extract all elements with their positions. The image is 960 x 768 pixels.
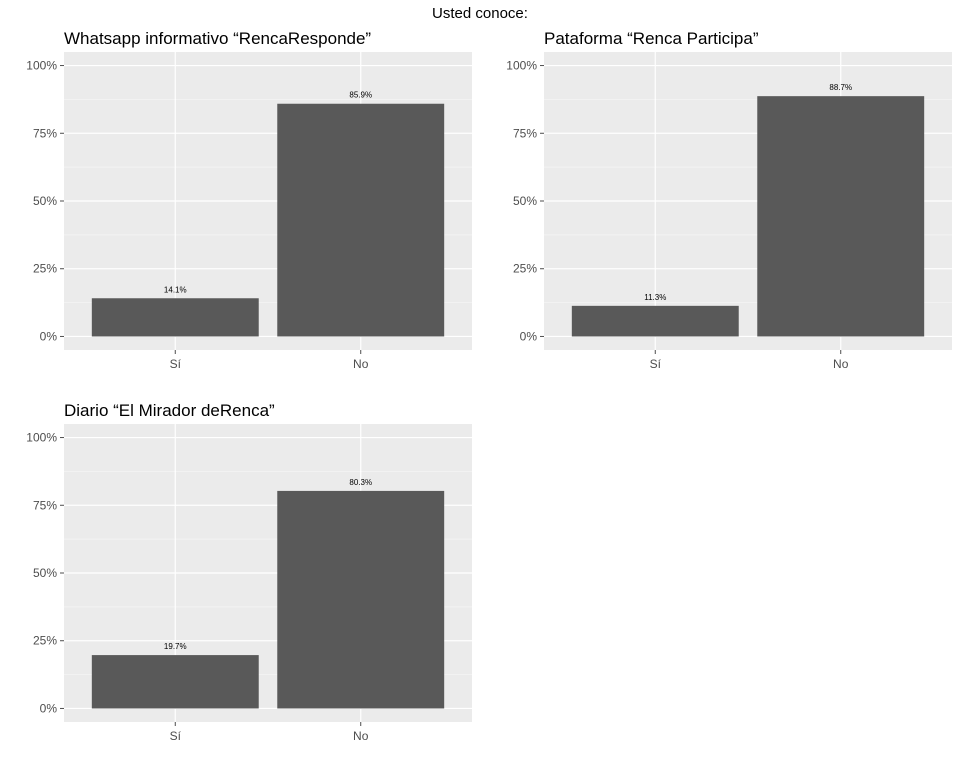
bar (571, 305, 739, 337)
bar (91, 655, 259, 709)
y-tick-label: 100% (26, 59, 57, 73)
x-tick-label: No (353, 729, 369, 743)
y-tick-label: 75% (33, 126, 57, 140)
y-tick-label: 0% (40, 329, 58, 343)
y-tick-label: 0% (520, 329, 538, 343)
y-tick-label: 100% (26, 431, 57, 445)
data-label: 14.1% (164, 285, 187, 294)
data-label: 88.7% (829, 83, 852, 92)
bar (91, 298, 259, 337)
x-tick-label: Sí (650, 357, 662, 371)
y-tick-label: 50% (33, 194, 57, 208)
figure-title: Usted conoce: (432, 5, 528, 22)
x-tick-label: Sí (170, 357, 182, 371)
y-tick-label: 0% (40, 701, 58, 715)
y-tick-label: 25% (33, 262, 57, 276)
bar (277, 490, 445, 709)
bar (757, 96, 925, 337)
data-label: 19.7% (164, 642, 187, 651)
chart-panel: Whatsapp informativo “RencaResponde” 0% 25… (26, 29, 472, 371)
y-tick-label: 25% (513, 262, 537, 276)
chart-panel: Pataforma “Renca Participa” 0% 25% 50% 75% 10… (506, 29, 952, 371)
data-label: 85.9% (349, 91, 372, 100)
y-tick-label: 100% (506, 59, 537, 73)
y-tick-label: 50% (513, 194, 537, 208)
y-tick-label: 50% (33, 566, 57, 580)
x-tick-label: No (353, 357, 369, 371)
y-tick-label: 75% (33, 498, 57, 512)
panel-title: Diario “El Mirador deRenca” (64, 401, 275, 420)
panel-title: Pataforma “Renca Participa” (544, 29, 759, 48)
y-tick-label: 25% (33, 634, 57, 648)
bar (277, 103, 445, 337)
panel-title: Whatsapp informativo “RencaResponde” (64, 29, 371, 48)
data-label: 11.3% (644, 293, 666, 302)
y-tick-label: 75% (513, 126, 537, 140)
chart-panel: Diario “El Mirador deRenca” 0% 25% 50% 75% 10… (26, 401, 472, 743)
x-tick-label: Sí (170, 729, 182, 743)
data-label: 80.3% (349, 478, 372, 487)
x-tick-label: No (833, 357, 849, 371)
chart-panels: Whatsapp informativo “RencaResponde” 0% 25… (26, 29, 952, 743)
